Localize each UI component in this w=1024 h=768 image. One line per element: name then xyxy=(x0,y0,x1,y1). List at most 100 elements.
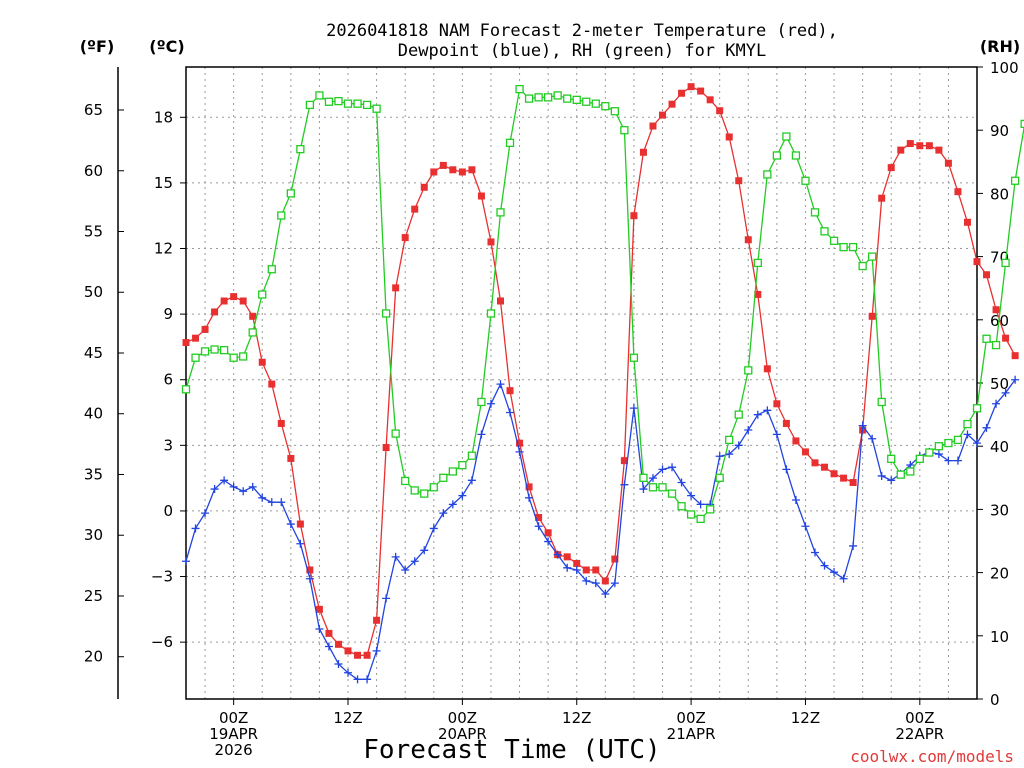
temperature-point xyxy=(925,142,933,150)
rh-point xyxy=(848,242,858,252)
dewpoint-point xyxy=(572,565,581,574)
x-tick-label: 19APR xyxy=(209,725,258,743)
temperature-point xyxy=(821,463,829,471)
rh-point xyxy=(610,107,620,116)
temperature-point xyxy=(468,166,476,174)
rh-point xyxy=(381,309,391,318)
rh-point xyxy=(496,208,505,217)
temperature-point xyxy=(601,577,609,585)
dewpoint-point xyxy=(286,520,295,529)
temperature-point xyxy=(325,629,333,637)
temperature-point xyxy=(315,605,323,613)
rh-point xyxy=(229,353,238,362)
dewpoint-point xyxy=(772,430,781,439)
rh-tick-label: 30 xyxy=(990,501,1009,519)
x-tick-label: 12Z xyxy=(562,709,591,727)
celsius-tick-label: −3 xyxy=(151,568,173,586)
temperature-point xyxy=(449,166,457,174)
rh-point xyxy=(353,99,362,108)
temperature-point xyxy=(792,437,800,445)
celsius-tick-label: 9 xyxy=(163,305,173,323)
dewpoint-point xyxy=(887,476,896,485)
rh-tick-label: 90 xyxy=(990,122,1009,140)
dewpoint-point xyxy=(458,491,467,500)
rh-point xyxy=(972,404,982,413)
dewpoint-point xyxy=(648,474,657,483)
rh-point xyxy=(744,366,753,375)
rh-point xyxy=(810,208,820,217)
temperature-point xyxy=(182,339,190,347)
dewpoint-point xyxy=(534,522,543,531)
temperature-point xyxy=(878,194,886,202)
series-2-meter-temperature xyxy=(182,83,1019,659)
dewpoint-point xyxy=(544,537,553,546)
rh-tick-label: 40 xyxy=(990,438,1009,456)
temperature-point xyxy=(1011,352,1019,360)
rh-point xyxy=(505,138,515,147)
rh-point xyxy=(906,467,915,476)
dewpoint-point xyxy=(229,482,238,491)
temperature-point xyxy=(506,387,514,395)
rh-point xyxy=(429,483,438,492)
temperature-point xyxy=(535,513,543,521)
celsius-tick-label: 18 xyxy=(154,108,173,126)
dewpoint-point xyxy=(610,579,619,588)
rh-point xyxy=(658,483,667,492)
dewpoint-point xyxy=(353,675,362,684)
dewpoint-point xyxy=(305,574,314,583)
dewpoint-point xyxy=(934,450,943,459)
x-tick-label: 00Z xyxy=(448,709,477,727)
rh-point xyxy=(944,438,953,448)
temperature-point xyxy=(992,306,1000,314)
temperature-point xyxy=(963,218,971,226)
fahrenheit-tick-label: 50 xyxy=(84,283,103,301)
rh-point xyxy=(277,211,286,220)
temperature-point xyxy=(334,640,342,648)
fahrenheit-tick-label: 25 xyxy=(84,587,103,605)
temperature-point xyxy=(716,107,724,115)
rh-point xyxy=(620,126,629,135)
dewpoint-point xyxy=(210,485,219,494)
rh-point xyxy=(305,100,315,110)
series-rh xyxy=(181,84,1024,524)
dewpoint-point xyxy=(372,646,381,655)
dewpoint-point xyxy=(563,563,572,572)
dewpoint-point xyxy=(810,548,819,557)
x-tick-label: 00Z xyxy=(905,709,934,727)
temperature-point xyxy=(944,159,952,167)
temperature-point xyxy=(239,297,247,305)
dewpoint-point xyxy=(496,380,505,389)
dewpoint-point xyxy=(973,439,981,448)
temperature-point xyxy=(582,566,590,574)
rh-point xyxy=(534,93,543,102)
x-tick-label: 20APR xyxy=(438,725,487,743)
dewpoint-point xyxy=(582,576,591,585)
series-line xyxy=(185,379,1016,680)
rh-point xyxy=(839,242,848,252)
dewpoint-point xyxy=(1001,388,1010,397)
temperature-point xyxy=(477,192,485,200)
rh-point xyxy=(582,97,591,106)
temperature-point xyxy=(496,297,504,305)
rh-point xyxy=(343,99,353,108)
x-tick-label: 2026 xyxy=(215,741,253,759)
rh-point xyxy=(934,442,944,451)
rh-point xyxy=(801,176,810,185)
fahrenheit-tick-label: 60 xyxy=(84,162,103,180)
dewpoint-point xyxy=(849,541,858,550)
rh-point xyxy=(439,473,448,482)
series-line xyxy=(185,85,1016,656)
temperature-point xyxy=(1002,334,1010,342)
rh-point xyxy=(181,385,191,394)
x-axis-title: Forecast Time (UTC) xyxy=(363,735,660,765)
temperature-point xyxy=(983,271,991,279)
celsius-tick-label: 6 xyxy=(163,371,173,389)
rh-point xyxy=(324,97,334,106)
rh-point xyxy=(296,145,305,154)
temperature-point xyxy=(544,529,552,537)
temperature-point xyxy=(868,312,876,320)
rh-point xyxy=(448,467,457,476)
dewpoint-point xyxy=(782,465,791,474)
temperature-point xyxy=(573,559,581,567)
rh-point xyxy=(362,100,372,110)
